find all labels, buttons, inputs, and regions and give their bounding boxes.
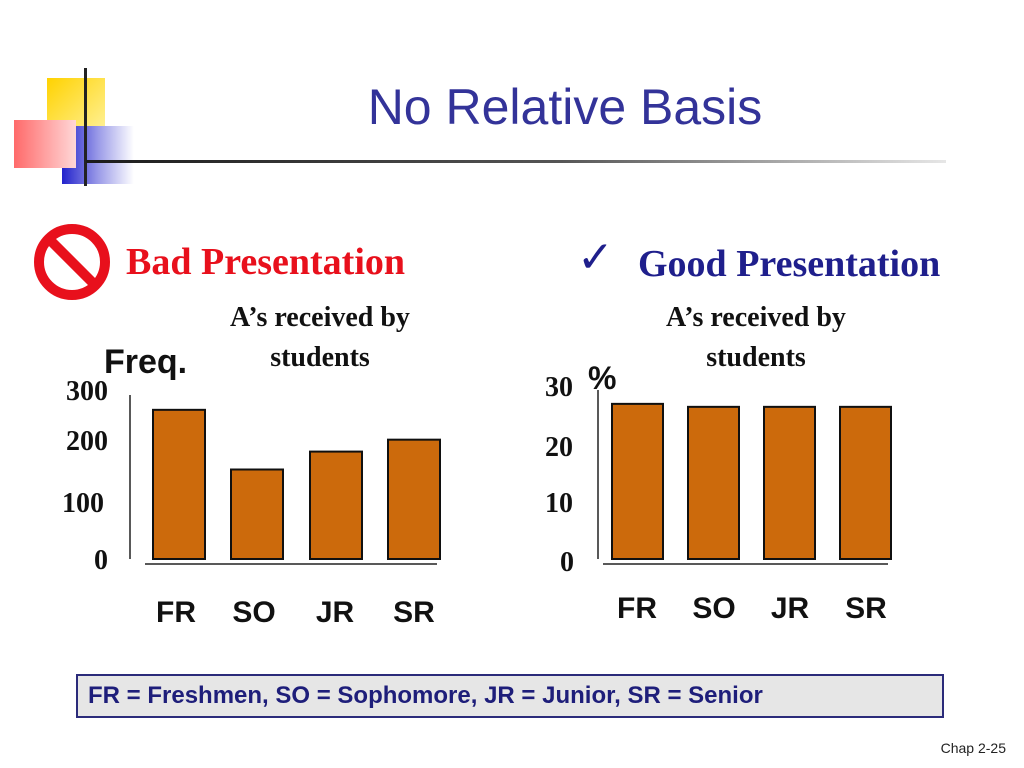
no-symbol-icon xyxy=(32,222,112,302)
bad-ytick-200: 200 xyxy=(66,426,108,457)
good-ytick-30: 30 xyxy=(545,372,573,403)
bad-bar-chart xyxy=(129,395,441,565)
checkmark-icon: ✓ xyxy=(577,232,614,283)
good-xtick-sr: SR xyxy=(845,592,887,625)
good-ytick-10: 10 xyxy=(545,488,573,519)
bad-xtick-so: SO xyxy=(232,596,276,629)
good-chart-title: A’s received by students xyxy=(666,302,846,373)
decorative-corner-graphic xyxy=(0,60,150,190)
good-ytick-0: 0 xyxy=(560,547,574,578)
good-bar-sr xyxy=(839,405,892,560)
bad-chart-title: A’s received by students xyxy=(230,302,410,373)
bad-ytick-300: 300 xyxy=(66,376,108,407)
bad-bar-fr xyxy=(152,408,206,561)
bad-ytick-100: 100 xyxy=(62,488,104,519)
bad-xtick-sr: SR xyxy=(393,596,435,629)
good-heading: Good Presentation xyxy=(638,243,941,285)
bad-bar-sr xyxy=(387,438,441,560)
red-square xyxy=(14,120,76,168)
bad-xtick-jr: JR xyxy=(315,596,355,629)
legend-footnote: FR = Freshmen, SO = Sophomore, JR = Juni… xyxy=(76,674,944,718)
good-ylabel: % xyxy=(588,360,617,396)
good-ytick-20: 20 xyxy=(545,432,573,463)
bad-ytick-0: 0 xyxy=(94,545,108,576)
good-xtick-so: SO xyxy=(692,592,736,625)
bad-ylabel: Freq. xyxy=(104,343,188,381)
good-bar-so xyxy=(687,405,740,560)
vertical-line xyxy=(84,68,87,186)
good-xtick-jr: JR xyxy=(770,592,810,625)
good-xtick-fr: FR xyxy=(617,592,657,625)
title-divider xyxy=(86,160,946,163)
bad-bar-so xyxy=(230,468,284,560)
good-bar-jr xyxy=(763,405,816,560)
slide-title: No Relative Basis xyxy=(367,79,763,135)
good-bar-fr xyxy=(611,402,664,560)
good-bar-chart xyxy=(597,390,892,565)
bad-heading: Bad Presentation xyxy=(126,241,406,283)
bad-xtick-fr: FR xyxy=(156,596,196,629)
slide-number: Chap 2-25 xyxy=(940,740,1006,756)
bad-bar-jr xyxy=(309,450,363,561)
